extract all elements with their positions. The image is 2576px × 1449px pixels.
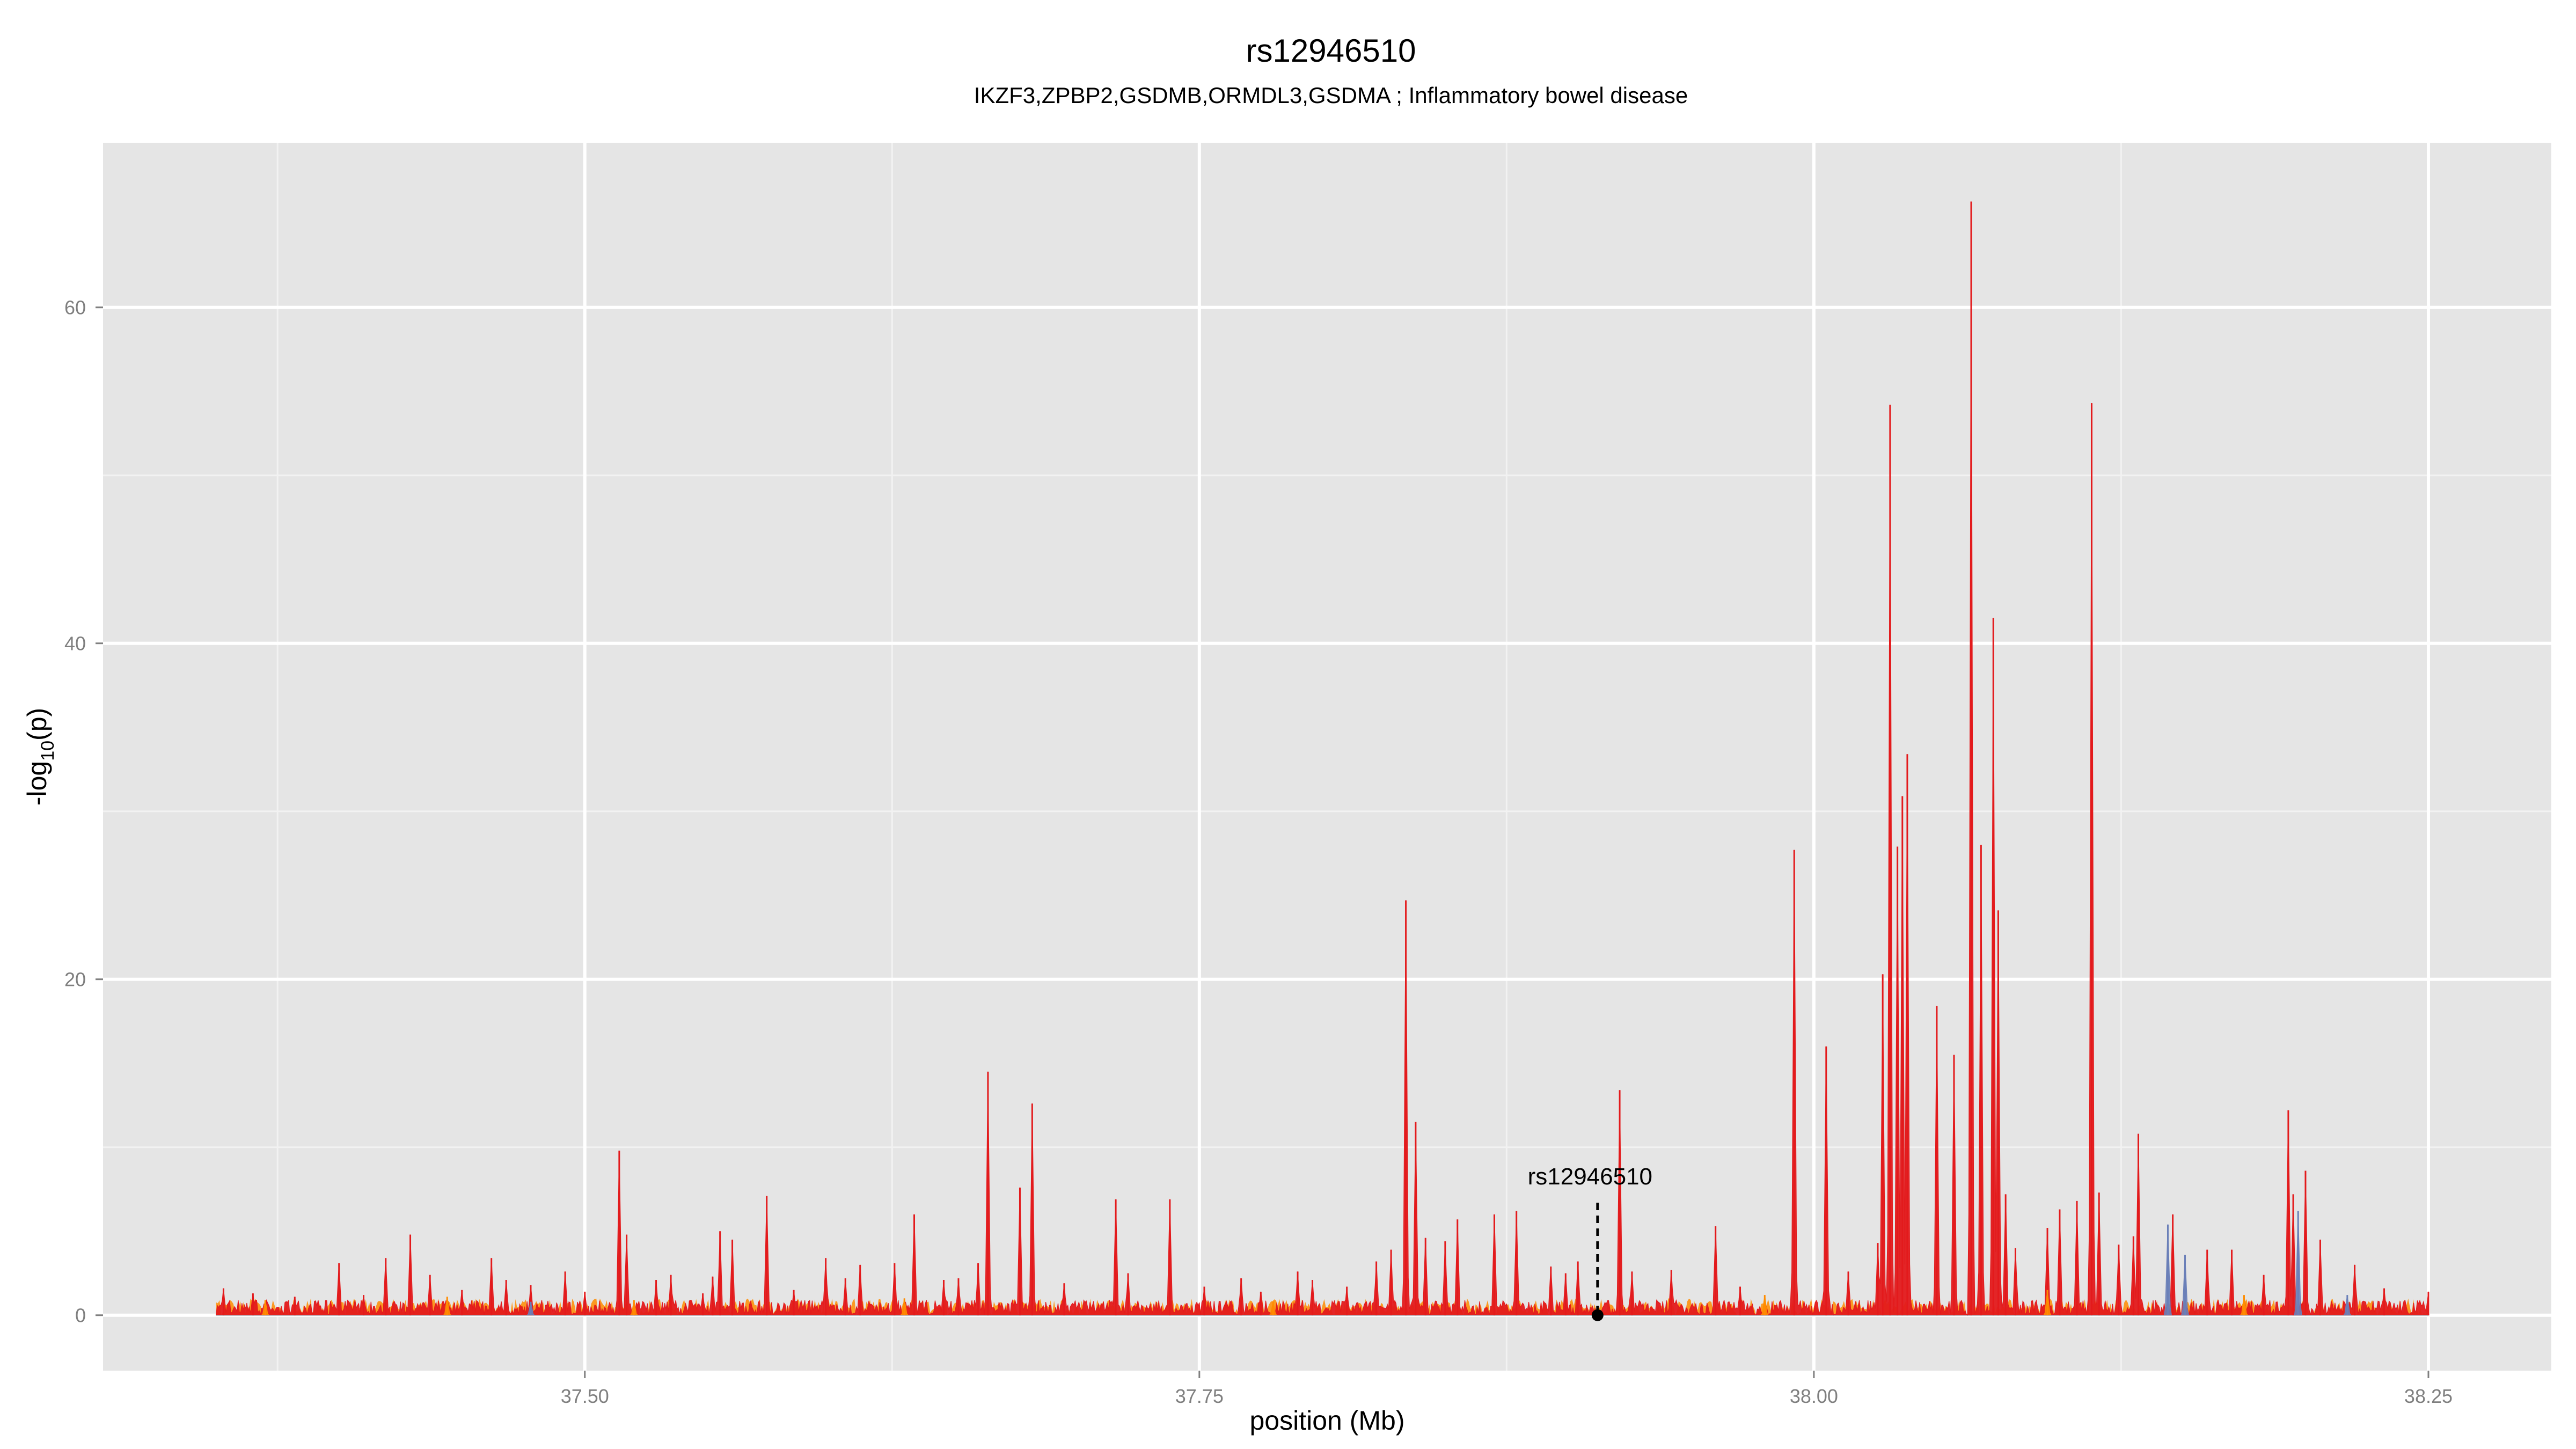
y-axis-label: -log10(p) [22,708,58,806]
y-axis-ticks: 0 20 40 60 [64,297,103,1327]
series-area [216,201,2429,1316]
y-axis-label-main: -log [22,761,52,806]
chart-subtitle: IKZF3,ZPBP2,GSDMB,ORMDL3,GSDMA ; Inflamm… [974,83,1688,108]
x-axis-ticks: 37.50 37.75 38.00 38.25 [561,1371,2453,1407]
x-tick-label: 37.50 [561,1385,609,1407]
plot-panel [103,143,2551,1371]
y-tick-label: 0 [75,1305,86,1327]
y-axis-label-sub: 10 [38,741,58,761]
y-tick-label: 40 [64,633,86,655]
chart-title: rs12946510 [1246,33,1416,69]
x-tick-label: 38.25 [2404,1385,2453,1407]
y-axis-label-tail: (p) [22,708,52,741]
annotation: rs12946510 [1528,1163,1652,1321]
x-tick-label: 38.00 [1790,1385,1838,1407]
y-tick-label: 60 [64,297,86,319]
x-tick-label: 37.75 [1175,1385,1224,1407]
y-tick-label: 20 [64,969,86,991]
annotation-point [1591,1309,1604,1321]
annotation-label: rs12946510 [1528,1163,1652,1190]
x-axis-label: position (Mb) [1250,1406,1405,1436]
